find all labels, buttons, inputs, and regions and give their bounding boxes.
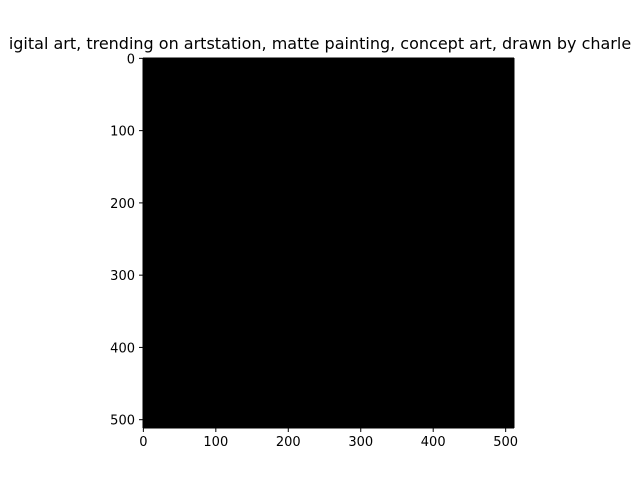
y-tick-label: 300	[110, 269, 135, 284]
x-tick-label: 200	[276, 435, 301, 450]
x-tick-label: 0	[139, 435, 147, 450]
y-tick-label: 200	[110, 197, 135, 212]
y-tick-label: 100	[110, 125, 135, 140]
x-tick-label: 100	[203, 435, 228, 450]
x-tick-label: 500	[493, 435, 518, 450]
y-tick-label: 500	[110, 414, 135, 429]
y-tick-label: 400	[110, 341, 135, 356]
y-tick-label: 0	[127, 52, 135, 67]
axes-spines	[142, 57, 515, 429]
image-area	[143, 58, 514, 428]
y-axis: 0 100 200 300 400 500	[110, 52, 143, 429]
x-tick-label: 400	[421, 435, 446, 450]
x-axis: 0 100 200 300 400 500	[139, 428, 518, 450]
chart-title: igital art, trending on artstation, matt…	[9, 34, 631, 53]
x-tick-label: 300	[348, 435, 373, 450]
